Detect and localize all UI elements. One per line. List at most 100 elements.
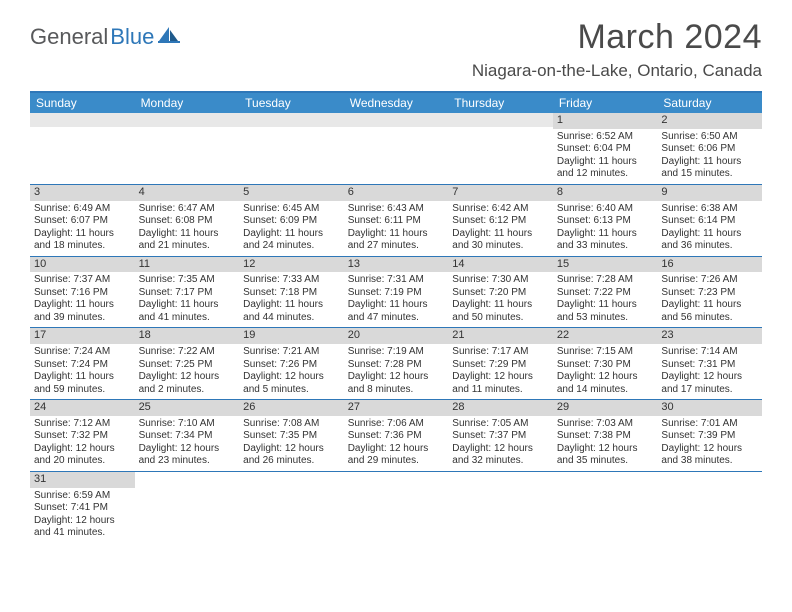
day-cell: 1Sunrise: 6:52 AMSunset: 6:04 PMDaylight… <box>553 113 658 184</box>
sunset-text: Sunset: 7:34 PM <box>139 430 236 443</box>
sunset-text: Sunset: 7:25 PM <box>139 359 236 372</box>
sunset-text: Sunset: 7:38 PM <box>557 430 654 443</box>
week-row: 10Sunrise: 7:37 AMSunset: 7:16 PMDayligh… <box>30 257 762 329</box>
daylight-text: Daylight: 12 hours and 5 minutes. <box>243 371 340 396</box>
daylight-text: Daylight: 11 hours and 47 minutes. <box>348 299 445 324</box>
sunrise-text: Sunrise: 6:45 AM <box>243 203 340 216</box>
day-cell: 3Sunrise: 6:49 AMSunset: 6:07 PMDaylight… <box>30 185 135 256</box>
daylight-text: Daylight: 11 hours and 41 minutes. <box>139 299 236 324</box>
day-number: 2 <box>657 113 762 129</box>
sunset-text: Sunset: 6:11 PM <box>348 215 445 228</box>
daylight-text: Daylight: 12 hours and 8 minutes. <box>348 371 445 396</box>
daylight-text: Daylight: 12 hours and 2 minutes. <box>139 371 236 396</box>
day-number: 27 <box>344 400 449 416</box>
sunset-text: Sunset: 7:19 PM <box>348 287 445 300</box>
sunrise-text: Sunrise: 7:03 AM <box>557 418 654 431</box>
day-cell <box>239 113 344 184</box>
sunrise-text: Sunrise: 7:12 AM <box>34 418 131 431</box>
logo-text-general: General <box>30 24 108 50</box>
daylight-text: Daylight: 12 hours and 11 minutes. <box>452 371 549 396</box>
dow-cell: Tuesday <box>239 93 344 113</box>
weeks-container: 1Sunrise: 6:52 AMSunset: 6:04 PMDaylight… <box>30 113 762 543</box>
sunset-text: Sunset: 6:07 PM <box>34 215 131 228</box>
day-cell: 14Sunrise: 7:30 AMSunset: 7:20 PMDayligh… <box>448 257 553 328</box>
daylight-text: Daylight: 11 hours and 59 minutes. <box>34 371 131 396</box>
day-number: 26 <box>239 400 344 416</box>
day-number: 11 <box>135 257 240 273</box>
sunset-text: Sunset: 7:39 PM <box>661 430 758 443</box>
sunrise-text: Sunrise: 7:06 AM <box>348 418 445 431</box>
day-cell: 30Sunrise: 7:01 AMSunset: 7:39 PMDayligh… <box>657 400 762 471</box>
day-cell: 2Sunrise: 6:50 AMSunset: 6:06 PMDaylight… <box>657 113 762 184</box>
daylight-text: Daylight: 11 hours and 44 minutes. <box>243 299 340 324</box>
daylight-text: Daylight: 12 hours and 20 minutes. <box>34 443 131 468</box>
day-number <box>448 113 553 127</box>
daylight-text: Daylight: 11 hours and 53 minutes. <box>557 299 654 324</box>
day-cell: 8Sunrise: 6:40 AMSunset: 6:13 PMDaylight… <box>553 185 658 256</box>
week-row: 17Sunrise: 7:24 AMSunset: 7:24 PMDayligh… <box>30 328 762 400</box>
sunset-text: Sunset: 7:22 PM <box>557 287 654 300</box>
daylight-text: Daylight: 11 hours and 39 minutes. <box>34 299 131 324</box>
sunrise-text: Sunrise: 6:50 AM <box>661 131 758 144</box>
sunrise-text: Sunrise: 7:33 AM <box>243 274 340 287</box>
day-number: 5 <box>239 185 344 201</box>
week-row: 3Sunrise: 6:49 AMSunset: 6:07 PMDaylight… <box>30 185 762 257</box>
logo: General Blue <box>30 24 180 50</box>
day-cell: 29Sunrise: 7:03 AMSunset: 7:38 PMDayligh… <box>553 400 658 471</box>
day-number: 18 <box>135 328 240 344</box>
title-block: March 2024 Niagara-on-the-Lake, Ontario,… <box>472 18 762 81</box>
sunrise-text: Sunrise: 6:59 AM <box>34 490 131 503</box>
day-number: 30 <box>657 400 762 416</box>
day-cell <box>657 472 762 543</box>
day-cell <box>344 472 449 543</box>
daylight-text: Daylight: 11 hours and 18 minutes. <box>34 228 131 253</box>
day-cell: 16Sunrise: 7:26 AMSunset: 7:23 PMDayligh… <box>657 257 762 328</box>
day-cell: 26Sunrise: 7:08 AMSunset: 7:35 PMDayligh… <box>239 400 344 471</box>
sunset-text: Sunset: 6:14 PM <box>661 215 758 228</box>
sunset-text: Sunset: 7:17 PM <box>139 287 236 300</box>
month-title: March 2024 <box>472 18 762 57</box>
day-number: 16 <box>657 257 762 273</box>
day-cell <box>30 113 135 184</box>
day-number: 14 <box>448 257 553 273</box>
day-cell: 6Sunrise: 6:43 AMSunset: 6:11 PMDaylight… <box>344 185 449 256</box>
day-number: 25 <box>135 400 240 416</box>
day-number: 17 <box>30 328 135 344</box>
day-number: 23 <box>657 328 762 344</box>
day-number: 7 <box>448 185 553 201</box>
daylight-text: Daylight: 11 hours and 50 minutes. <box>452 299 549 324</box>
day-number: 24 <box>30 400 135 416</box>
dow-cell: Saturday <box>657 93 762 113</box>
dow-cell: Wednesday <box>344 93 449 113</box>
sunset-text: Sunset: 7:31 PM <box>661 359 758 372</box>
sunrise-text: Sunrise: 6:38 AM <box>661 203 758 216</box>
sunset-text: Sunset: 7:26 PM <box>243 359 340 372</box>
daylight-text: Daylight: 12 hours and 17 minutes. <box>661 371 758 396</box>
sunrise-text: Sunrise: 7:31 AM <box>348 274 445 287</box>
day-cell <box>448 113 553 184</box>
week-row: 24 Sunrise: 7:12 AMSunset: 7:32 PMDayligh… <box>30 400 762 472</box>
sunset-text: Sunset: 7:20 PM <box>452 287 549 300</box>
dow-cell: Thursday <box>448 93 553 113</box>
sunset-text: Sunset: 7:18 PM <box>243 287 340 300</box>
day-cell <box>448 472 553 543</box>
day-cell: 18Sunrise: 7:22 AMSunset: 7:25 PMDayligh… <box>135 328 240 399</box>
daylight-text: Daylight: 11 hours and 24 minutes. <box>243 228 340 253</box>
day-cell: 25Sunrise: 7:10 AMSunset: 7:34 PMDayligh… <box>135 400 240 471</box>
day-number: 15 <box>553 257 658 273</box>
sunrise-text: Sunrise: 7:24 AM <box>34 346 131 359</box>
day-cell: 27Sunrise: 7:06 AMSunset: 7:36 PMDayligh… <box>344 400 449 471</box>
daylight-text: Daylight: 11 hours and 12 minutes. <box>557 156 654 181</box>
day-number: 4 <box>135 185 240 201</box>
day-cell: 24 Sunrise: 7:12 AMSunset: 7:32 PMDayligh… <box>30 400 135 471</box>
sunrise-text: Sunrise: 7:17 AM <box>452 346 549 359</box>
day-cell: 22Sunrise: 7:15 AMSunset: 7:30 PMDayligh… <box>553 328 658 399</box>
day-cell: 7Sunrise: 6:42 AMSunset: 6:12 PMDaylight… <box>448 185 553 256</box>
sunset-text: Sunset: 7:32 PM <box>34 430 131 443</box>
sunrise-text: Sunrise: 7:10 AM <box>139 418 236 431</box>
daylight-text: Daylight: 11 hours and 30 minutes. <box>452 228 549 253</box>
day-cell: 20Sunrise: 7:19 AMSunset: 7:28 PMDayligh… <box>344 328 449 399</box>
sunset-text: Sunset: 7:36 PM <box>348 430 445 443</box>
day-number: 29 <box>553 400 658 416</box>
sunrise-text: Sunrise: 6:47 AM <box>139 203 236 216</box>
